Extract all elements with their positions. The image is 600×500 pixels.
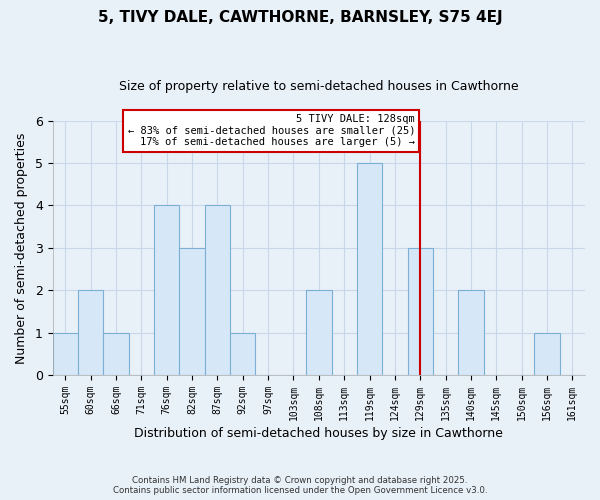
Text: Contains HM Land Registry data © Crown copyright and database right 2025.
Contai: Contains HM Land Registry data © Crown c… [113, 476, 487, 495]
Bar [458, 290, 484, 375]
Title: Size of property relative to semi-detached houses in Cawthorne: Size of property relative to semi-detach… [119, 80, 518, 93]
Bar [53, 332, 78, 375]
Bar [535, 332, 560, 375]
Bar [154, 206, 179, 375]
Bar [179, 248, 205, 375]
Text: 5, TIVY DALE, CAWTHORNE, BARNSLEY, S75 4EJ: 5, TIVY DALE, CAWTHORNE, BARNSLEY, S75 4… [98, 10, 502, 25]
Y-axis label: Number of semi-detached properties: Number of semi-detached properties [15, 132, 28, 364]
Bar [306, 290, 332, 375]
Text: 5 TIVY DALE: 128sqm
← 83% of semi-detached houses are smaller (25)
17% of semi-d: 5 TIVY DALE: 128sqm ← 83% of semi-detach… [128, 114, 415, 148]
Bar [205, 206, 230, 375]
Bar [357, 163, 382, 375]
X-axis label: Distribution of semi-detached houses by size in Cawthorne: Distribution of semi-detached houses by … [134, 427, 503, 440]
Bar [103, 332, 129, 375]
Bar [78, 290, 103, 375]
Bar [407, 248, 433, 375]
Bar [230, 332, 256, 375]
